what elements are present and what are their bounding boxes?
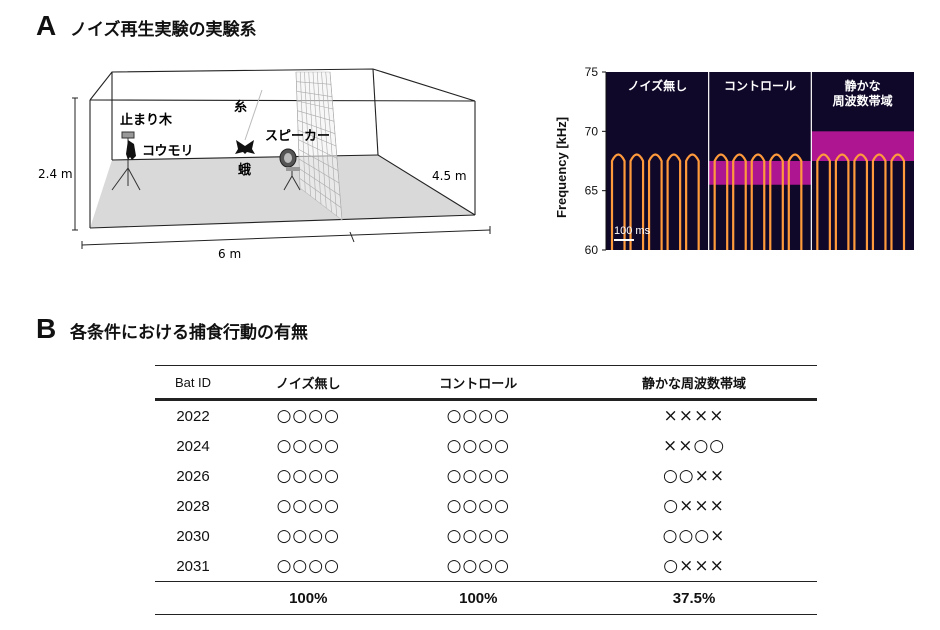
control-cell: ○○○○ xyxy=(446,526,510,546)
echolocation-call xyxy=(629,153,645,250)
echolocation-call xyxy=(871,153,887,250)
col-header-bat-id: Bat ID xyxy=(174,374,212,390)
echolocation-call xyxy=(853,153,869,250)
no-noise-cell: ○○○○ xyxy=(276,466,340,486)
speaker-label: スピーカー xyxy=(265,129,330,144)
quiet-band-cell: ○××× xyxy=(663,496,725,516)
panel-b-title: 各条件における捕食行動の有無 xyxy=(70,323,308,343)
spectrogram: ノイズ無し コントロール 静かな周波数帯域 75 70 65 60 100 ms Freque… xyxy=(554,65,914,257)
perch-label: 止まり木 xyxy=(120,112,173,128)
bat-id-cell: 2024 xyxy=(176,437,210,455)
room-floor xyxy=(90,155,475,228)
echolocation-call xyxy=(787,153,803,250)
bat-label: コウモリ xyxy=(142,144,193,159)
table-row: 2026 ○○○○ ○○○○ ○○×× xyxy=(155,461,817,491)
depth-label: 4.5 m xyxy=(432,169,467,183)
echolocation-call xyxy=(685,153,700,250)
width-label: 6 m xyxy=(218,247,241,261)
no-noise-cell: ○○○○ xyxy=(276,526,340,546)
predation-table: Bat ID ノイズ無し コントロール 静かな周波数帯域 2022 ○○○○ ○○○… xyxy=(155,365,817,615)
condition-label: ノイズ無し xyxy=(628,78,688,93)
bat-id-cell: 2030 xyxy=(176,527,210,545)
scale-bar-label: 100 ms xyxy=(614,225,651,237)
moth-icon xyxy=(235,140,255,154)
echolocation-call xyxy=(610,153,626,250)
table-row: 2030 ○○○○ ○○○○ ○○○× xyxy=(155,521,817,551)
thread-label: 糸 xyxy=(234,99,247,115)
control-cell: ○○○○ xyxy=(446,466,510,486)
panel-a-title: ノイズ再生実験の実験系 xyxy=(70,20,257,40)
experiment-room-diagram: 2.4 m 4.5 m 6 m 止まり木 コウモリ 糸 蛾 スピーカー xyxy=(38,68,491,261)
totals-label xyxy=(155,582,231,615)
condition-label: 静かな周波数帯域 xyxy=(833,78,893,108)
echolocation-call xyxy=(834,153,850,250)
quiet-band-cell: ○××× xyxy=(663,556,725,576)
panel-b-letter: B xyxy=(36,313,57,344)
speaker-icon xyxy=(279,148,301,191)
col-header-no-noise: ノイズ無し xyxy=(275,376,341,392)
control-cell: ○○○○ xyxy=(446,556,510,576)
moth-label: 蛾 xyxy=(238,162,251,178)
table-row: 2031 ○○○○ ○○○○ ○××× xyxy=(155,551,817,582)
quiet-band-cell: ○○×× xyxy=(662,466,726,486)
totals-row: 100% 100% 37.5% xyxy=(155,581,817,615)
total-no-noise: 100% xyxy=(289,589,328,607)
no-noise-cell: ○○○○ xyxy=(276,496,340,516)
col-header-control: コントロール xyxy=(439,376,518,392)
control-cell: ○○○○ xyxy=(446,496,510,516)
table-header-row: Bat ID ノイズ無し コントロール 静かな周波数帯域 xyxy=(155,365,817,400)
noise-band xyxy=(708,161,812,185)
control-cell: ○○○○ xyxy=(446,436,510,456)
bat-id-cell: 2022 xyxy=(176,407,210,425)
table-row: 2022 ○○○○ ○○○○ ×××× xyxy=(155,400,817,432)
echolocation-call xyxy=(750,153,766,250)
no-noise-cell: ○○○○ xyxy=(276,556,340,576)
table-row: 2028 ○○○○ ○○○○ ○××× xyxy=(155,491,817,521)
condition-label: コントロール xyxy=(724,79,796,93)
panel-a-letter: A xyxy=(36,10,57,41)
spectrogram-ylabel: Frequency [kHz] xyxy=(554,117,569,218)
thread xyxy=(244,89,263,141)
y-tick-label: 65 xyxy=(585,184,599,198)
echolocation-call xyxy=(816,153,831,250)
col-header-quiet-band: 静かな周波数帯域 xyxy=(642,376,747,392)
bat-id-cell: 2026 xyxy=(176,467,210,485)
echolocation-call xyxy=(666,153,682,250)
bat-icon xyxy=(126,140,136,160)
echolocation-call xyxy=(647,153,663,250)
y-tick-label: 60 xyxy=(585,243,599,257)
y-tick-label: 75 xyxy=(585,65,599,79)
no-noise-cell: ○○○○ xyxy=(276,406,340,426)
height-label: 2.4 m xyxy=(38,167,73,181)
control-cell: ○○○○ xyxy=(446,406,510,426)
echolocation-call xyxy=(890,153,906,250)
y-tick-label: 70 xyxy=(585,124,599,138)
echolocation-call xyxy=(713,153,729,250)
table-row: 2024 ○○○○ ○○○○ ××○○ xyxy=(155,431,817,461)
quiet-band-cell: ○○○× xyxy=(662,526,726,546)
quiet-band-cell: ×××× xyxy=(663,406,725,426)
no-noise-cell: ○○○○ xyxy=(276,436,340,456)
total-control: 100% xyxy=(459,589,498,607)
echolocation-call xyxy=(769,153,784,250)
bat-id-cell: 2031 xyxy=(176,557,210,575)
bat-id-cell: 2028 xyxy=(176,497,210,515)
quiet-band-cell: ××○○ xyxy=(662,436,726,456)
total-quiet-band: 37.5% xyxy=(672,589,716,607)
echolocation-call xyxy=(732,153,747,250)
